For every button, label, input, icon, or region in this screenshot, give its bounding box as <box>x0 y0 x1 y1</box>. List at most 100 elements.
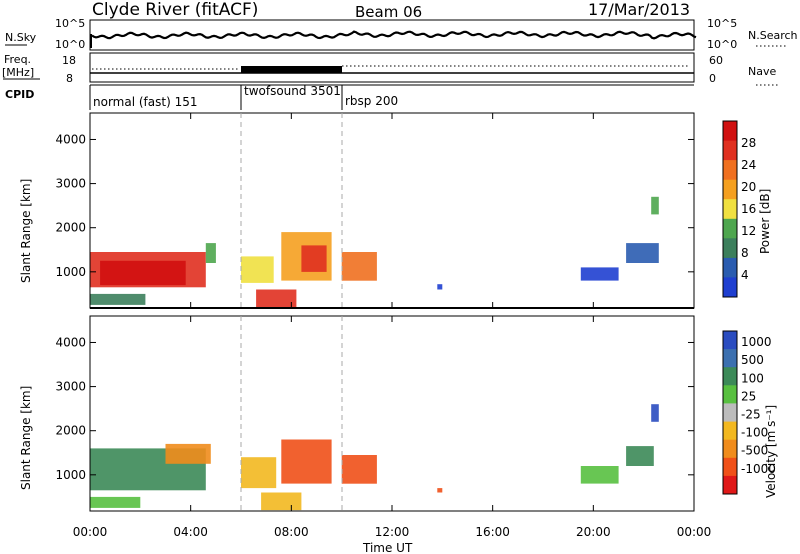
y-tick-label: 2000 <box>55 221 86 235</box>
y-tick-label: 2000 <box>55 424 86 438</box>
cpid-mode-normal: normal (fast) 151 <box>93 95 197 109</box>
date-title: 17/Mar/2013 <box>588 0 690 19</box>
velocity-colorbar-tick: 100 <box>741 371 764 385</box>
nave-label: Nave <box>748 65 776 78</box>
x-tick-label: 00:00 <box>677 525 712 539</box>
power-colorbar-tick: 16 <box>741 202 756 216</box>
colorbar-segment <box>723 257 737 278</box>
nave-tick-top: 60 <box>709 54 723 67</box>
scatter-patch-1 <box>100 260 186 286</box>
time-axis-ticks: 00:00 04:00 08:00 12:00 16:00 20:00 00:00 <box>73 113 712 539</box>
scatter-patch-3 <box>205 243 216 263</box>
scatter-patch-8 <box>580 466 619 484</box>
scatter-patch-2 <box>90 496 141 508</box>
scatter-patch-1 <box>165 443 211 464</box>
y-tick-label: 4000 <box>55 335 86 349</box>
scatter-patch-7 <box>301 245 327 272</box>
freq-unit-label: [MHz] <box>2 66 34 79</box>
power-y-axis-ticks: 1000 2000 3000 4000 <box>55 132 694 279</box>
power-data-layer <box>90 196 659 308</box>
colorbar-frame <box>722 330 738 495</box>
scatter-patch-10 <box>651 404 659 422</box>
colorbar-segment <box>723 331 737 350</box>
colorbar-segment <box>723 403 737 422</box>
x-tick-label: 00:00 <box>73 525 108 539</box>
noise-left-label: N.Sky <box>5 31 37 44</box>
power-colorbar-tick: 8 <box>741 246 749 260</box>
scatter-patch-10 <box>580 267 619 281</box>
y-tick-label: 1000 <box>55 468 86 482</box>
beam-title: Beam 06 <box>355 3 422 21</box>
velocity-colorbar-tick: -1000 <box>741 462 776 476</box>
freq-label: Freq. <box>4 53 31 66</box>
velocity-colorbar-tick: -100 <box>741 426 768 440</box>
y-tick-label: 1000 <box>55 265 86 279</box>
colorbar-segment <box>723 179 737 200</box>
colorbar-segment <box>723 199 737 220</box>
colorbar-segment <box>723 218 737 239</box>
scatter-patch-4 <box>261 492 302 511</box>
noise-left-tick-top: 10^5 <box>55 17 85 30</box>
power-colorbar-tick: 28 <box>741 136 756 150</box>
noise-right-tick-top: 10^5 <box>707 17 737 30</box>
scatter-patch-7 <box>437 488 443 493</box>
scatter-patch-3 <box>241 457 277 489</box>
x-tick-label: 08:00 <box>274 525 309 539</box>
velocity-colorbar-tick: -25 <box>741 408 761 422</box>
power-colorbar-tick: 20 <box>741 180 756 194</box>
power-colorbar: 4 8 12 16 20 24 28 <box>722 120 756 298</box>
velocity-y-axis-ticks: 1000 2000 3000 4000 <box>55 335 694 482</box>
noise-left-tick-bottom: 10^0 <box>55 38 85 51</box>
scatter-patch-12 <box>651 196 659 215</box>
x-tick-label: 12:00 <box>375 525 410 539</box>
colorbar-segment <box>723 140 737 161</box>
x-tick-label: 16:00 <box>475 525 510 539</box>
nave-tick-bottom: 0 <box>709 72 716 85</box>
freq-tick-top: 18 <box>62 54 76 67</box>
velocity-colorbar-tick: 1000 <box>741 335 772 349</box>
noise-right-label: N.Search <box>748 29 798 42</box>
power-y-axis-label: Slant Range [km] <box>19 179 33 283</box>
scatter-patch-2 <box>90 293 146 305</box>
y-tick-label: 3000 <box>55 380 86 394</box>
cpid-mode-twofsound: twofsound 3501 <box>244 84 341 98</box>
y-tick-label: 4000 <box>55 132 86 146</box>
x-tick-label: 04:00 <box>173 525 208 539</box>
scatter-patch-6 <box>341 455 377 484</box>
scatter-patch-11 <box>626 243 659 263</box>
freq-tick-bottom: 8 <box>66 72 73 85</box>
x-tick-label: 20:00 <box>576 525 611 539</box>
colorbar-segment <box>723 121 737 142</box>
colorbar-segment <box>723 160 737 181</box>
velocity-colorbar-tick: 500 <box>741 353 764 367</box>
scatter-patch-8 <box>341 252 377 281</box>
cpid-label: CPID <box>5 88 34 101</box>
freq-panel-frame <box>89 52 695 83</box>
velocity-colorbar: 1000 500 100 25 -25 -100 -500 -1000 <box>722 330 776 495</box>
station-title: Clyde River (fitACF) <box>92 0 258 20</box>
velocity-colorbar-tick: 25 <box>741 389 756 403</box>
colorbar-frame <box>722 120 738 298</box>
noise-sky-trace <box>91 30 697 40</box>
colorbar-segment <box>723 457 737 477</box>
colorbar-segment <box>723 277 737 298</box>
cpid-mode-rbsp: rbsp 200 <box>345 94 398 108</box>
power-colorbar-tick: 4 <box>741 268 749 282</box>
colorbar-segment <box>723 349 737 368</box>
scatter-patch-9 <box>437 284 443 290</box>
velocity-colorbar-label: Velocity [m s⁻¹] <box>764 405 778 498</box>
colorbar-segment <box>723 421 737 441</box>
scatter-patch-9 <box>626 446 654 466</box>
colorbar-segment <box>723 475 737 495</box>
nave-trace-twofsound <box>241 66 342 73</box>
scatter-patch-4 <box>241 256 274 283</box>
velocity-colorbar-tick: -500 <box>741 444 768 458</box>
colorbar-segment <box>723 238 737 259</box>
power-colorbar-tick: 24 <box>741 158 756 172</box>
velocity-data-layer <box>90 404 659 511</box>
colorbar-segment <box>723 367 737 386</box>
power-colorbar-label: Power [dB] <box>758 189 772 254</box>
colorbar-segment <box>723 385 737 404</box>
scatter-patch-5 <box>256 289 297 308</box>
